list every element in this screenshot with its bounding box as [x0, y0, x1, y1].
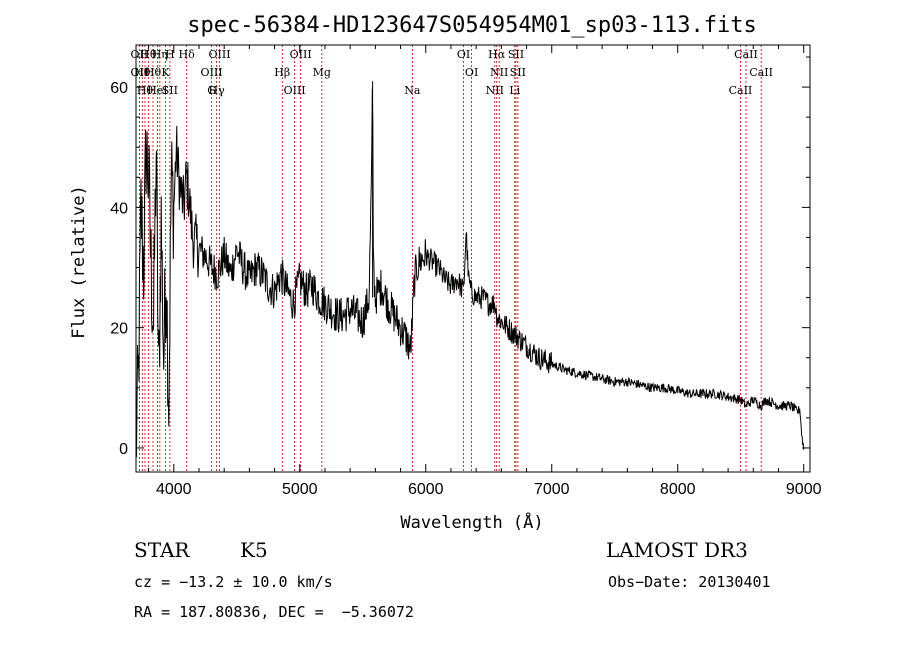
spectral-line-label: OIII [284, 84, 306, 97]
x-axis-ticks: 4000 5000 6000 7000 8000 9000 [148, 45, 822, 498]
chart-title: spec-56384-HD123647S054954M01_sp03-113.f… [187, 13, 757, 38]
spectral-line-label: Hβ [274, 66, 290, 79]
spectral-line-label: Hα [488, 48, 506, 61]
survey-name: LAMOST DR3 [606, 538, 748, 562]
spectral-line-label: OIII [201, 66, 223, 79]
x-tick-label: 7000 [534, 481, 570, 498]
y-axis-ticks: 0 20 40 60 [110, 56, 810, 458]
spectral-line-label: K [161, 66, 170, 79]
spectral-line-label: G [207, 84, 216, 97]
spectral-line-label: NII [490, 66, 508, 79]
spectral-line-label: CaII [734, 48, 758, 61]
x-tick-label: 5000 [282, 481, 318, 498]
spectral-line-label: Hη [152, 48, 168, 61]
plot-frame [135, 44, 811, 473]
spectral-line-label: SII [508, 48, 524, 61]
spectral-line-label: CaII [729, 84, 753, 97]
spectral-line-label: CaII [749, 66, 773, 79]
x-tick-label: 4000 [156, 481, 192, 498]
spectral-line-label: OIII [208, 48, 230, 61]
x-tick-label: 9000 [786, 481, 822, 498]
spectral-line-label: Hγ [209, 84, 226, 97]
spectral-line-label: OI [465, 66, 478, 79]
x-axis-label: Wavelength (Å) [400, 511, 543, 533]
spectral-line-label: H [165, 48, 175, 61]
y-tick-label: 40 [110, 200, 128, 217]
spectral-line-label: OII [131, 48, 149, 61]
spectral-line-label: Na [404, 84, 421, 97]
spectral-line-label: NII [486, 84, 504, 97]
y-axis-label: Flux (relative) [69, 185, 89, 339]
object-class: STAR [134, 538, 190, 562]
spectral-line-label: OI [457, 48, 470, 61]
object-subclass: K5 [240, 538, 268, 562]
observation-date: Obs−Date: 20130401 [608, 573, 771, 591]
spectral-line-label: Li [509, 84, 520, 97]
spectrum-series-line [135, 88, 805, 458]
x-tick-label: 6000 [408, 481, 444, 498]
spectral-line-label: Hδ [179, 48, 196, 61]
spectral-line-label: Hθ [145, 66, 162, 79]
y-tick-label: 60 [110, 80, 128, 97]
redshift-cz: cz = −13.2 ± 10.0 km/s [134, 573, 333, 591]
spectral-line-label: SII [162, 84, 178, 97]
y-tick-label: 20 [110, 321, 128, 338]
spectral-line-label: SII [510, 66, 526, 79]
y-tick-label: 0 [119, 441, 128, 458]
spectral-line-label: Hθ [140, 48, 157, 61]
spectral-line-label: OII [131, 66, 149, 79]
coordinates: RA = 187.80836, DEC = −5.36072 [134, 603, 414, 621]
spectral-line-label: Mg [313, 66, 331, 79]
spectral-line-label: Hθ [134, 66, 151, 79]
x-tick-label: 8000 [660, 481, 696, 498]
spectral-line-markers [139, 45, 762, 472]
spectral-line-label: OIII [290, 48, 312, 61]
spectral-line-label: HeI [147, 84, 167, 97]
